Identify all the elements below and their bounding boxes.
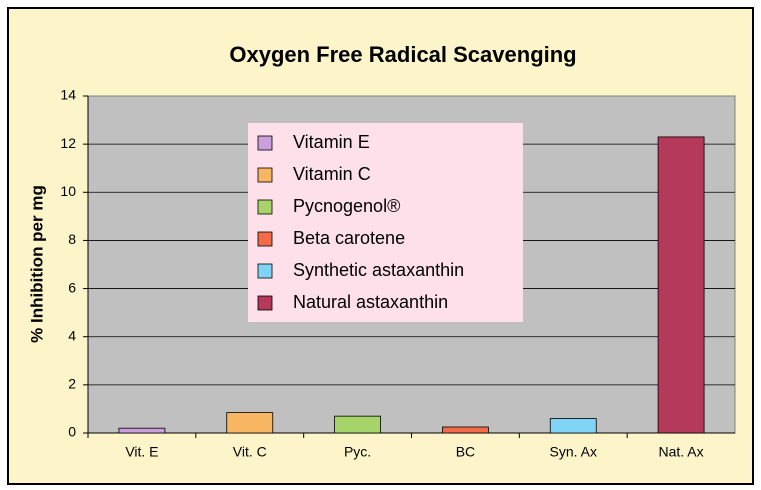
- y-tick-label: 0: [68, 424, 76, 440]
- legend-swatch: [257, 135, 273, 151]
- legend-label: Beta carotene: [293, 228, 405, 248]
- legend-label: Vitamin E: [293, 132, 370, 152]
- y-axis-label: % Inhibition per mg: [27, 185, 46, 343]
- y-tick-label: 6: [68, 279, 76, 295]
- bar: [334, 415, 381, 434]
- bar: [549, 418, 597, 434]
- y-tick-label: 8: [68, 231, 76, 247]
- bar: [657, 136, 705, 434]
- y-tick-label: 10: [60, 183, 76, 199]
- y-tick-label: 4: [68, 327, 76, 343]
- legend-label: Pycnogenol®: [293, 196, 400, 216]
- legend-swatch: [257, 167, 273, 183]
- legend-swatch: [257, 295, 273, 311]
- x-tick-label: BC: [456, 444, 475, 460]
- legend-label: Vitamin C: [293, 164, 371, 184]
- bar: [118, 427, 166, 434]
- x-tick-label: Nat. Ax: [659, 444, 704, 460]
- x-tick-label: Vit. E: [125, 444, 158, 460]
- legend-label: Synthetic astaxanthin: [293, 260, 464, 280]
- x-tick-label: Syn. Ax: [550, 444, 597, 460]
- y-tick-label: 14: [60, 87, 76, 103]
- x-tick-label: Vit. C: [233, 444, 267, 460]
- legend-swatch: [257, 199, 273, 215]
- y-tick-label: 2: [68, 376, 76, 392]
- x-tick-label: Pyc.: [344, 444, 371, 460]
- chart-title: Oxygen Free Radical Scavenging: [229, 42, 576, 67]
- legend-swatch: [257, 231, 273, 247]
- legend-label: Natural astaxanthin: [293, 292, 448, 312]
- bar: [226, 412, 274, 434]
- legend-box: [248, 123, 523, 322]
- y-tick-label: 12: [60, 135, 76, 151]
- bar: [442, 426, 489, 434]
- legend-swatch: [257, 263, 273, 279]
